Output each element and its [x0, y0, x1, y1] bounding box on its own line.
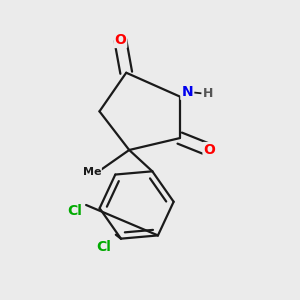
Text: O: O: [203, 143, 215, 157]
Text: H: H: [203, 87, 213, 100]
Text: Cl: Cl: [97, 240, 111, 254]
Text: Cl: Cl: [67, 204, 82, 218]
Text: O: O: [114, 33, 126, 47]
Text: Me: Me: [83, 167, 101, 177]
Text: N: N: [181, 85, 193, 99]
